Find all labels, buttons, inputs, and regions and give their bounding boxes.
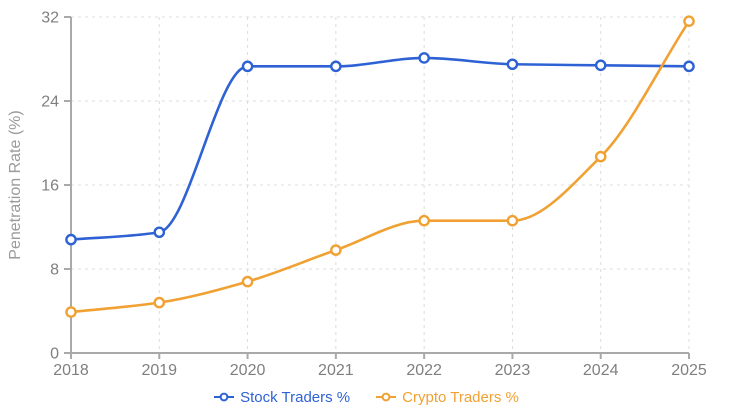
crypto-series-marker-icon [376,392,397,402]
y-tick-label: 16 [41,178,59,195]
legend-item-stock-traders[interactable]: Stock Traders % [214,390,350,405]
legend-label-stock-traders: Stock Traders % [240,388,351,406]
y-tick-label: 32 [41,10,59,27]
point-stock-traders-2022[interactable] [418,52,430,64]
point-stock-traders-2025[interactable] [683,60,695,73]
point-crypto-traders-2019[interactable] [153,296,166,309]
point-crypto-traders-2023[interactable] [506,214,519,227]
point-stock-traders-2021[interactable] [330,60,342,73]
x-tick-label: 2020 [230,362,266,379]
x-tick-label: 2022 [406,362,442,379]
x-tick-label: 2023 [495,362,531,379]
point-stock-traders-2020[interactable] [241,60,254,73]
x-tick-label: 2024 [583,362,619,379]
legend-label-crypto-traders: Crypto Traders % [402,388,519,406]
y-tick-label: 24 [41,94,59,111]
point-crypto-traders-2021[interactable] [330,244,342,256]
y-tick-label: 8 [50,262,59,279]
x-tick-label: 2018 [53,362,89,379]
point-crypto-traders-2024[interactable] [594,150,607,163]
legend-item-crypto-traders[interactable]: Crypto Traders % [376,390,519,405]
point-stock-traders-2019[interactable] [153,226,166,239]
x-tick-label: 2019 [141,362,177,379]
y-axis-title: Penetration Rate (%) [7,110,24,259]
chart-plot-area: 0 8 16 24 32 2018 2019 2020 2021 2022 2023 2024 2025… [7,10,707,380]
x-tick-label: 2025 [671,362,707,379]
stock-series-marker-icon [214,392,235,402]
point-crypto-traders-2018[interactable] [65,306,77,318]
chart-legend: Stock Traders % Crypto Traders % [0,382,733,412]
point-stock-traders-2024[interactable] [594,59,607,72]
y-tick-label: 0 [50,346,59,363]
point-stock-traders-2018[interactable] [65,233,77,246]
point-crypto-traders-2022[interactable] [418,214,430,227]
point-crypto-traders-2025[interactable] [683,15,695,28]
point-stock-traders-2023[interactable] [506,58,519,71]
point-crypto-traders-2020[interactable] [241,275,254,288]
x-tick-label: 2021 [318,362,354,379]
series-line-stock-traders [69,56,691,241]
